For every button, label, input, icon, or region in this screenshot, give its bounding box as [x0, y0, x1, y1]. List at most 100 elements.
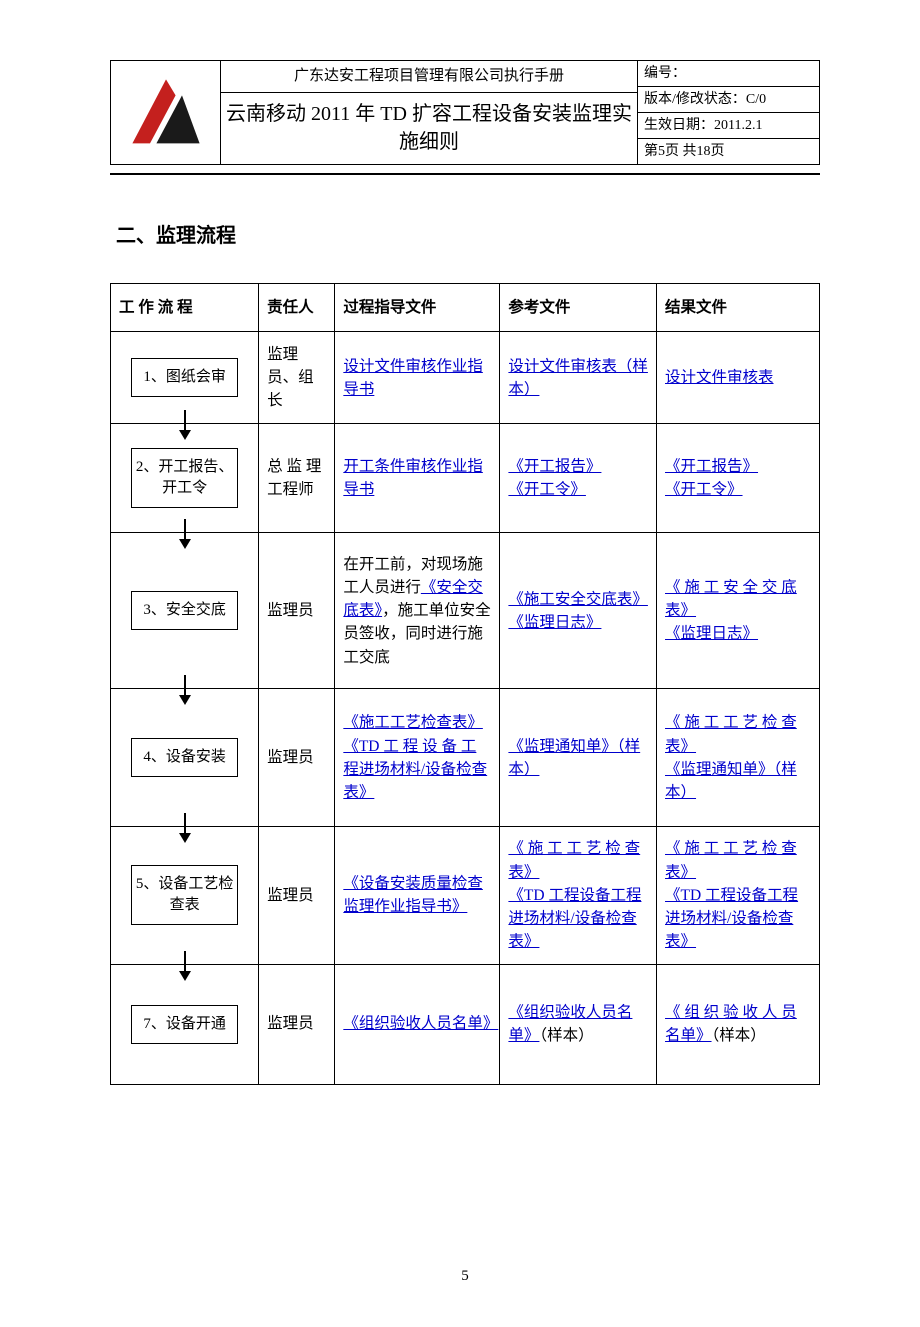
header-meta: 编号： 版本/修改状态：C/0 生效日期：2011.2.1 第 5 页 共 18…	[637, 61, 819, 164]
effective-value: 2011.2.1	[714, 115, 762, 136]
flow-step-box: 7、设备开通	[131, 1005, 238, 1044]
page-suffix: 页	[711, 141, 725, 162]
flow-arrow	[111, 675, 258, 705]
doc-link[interactable]: 《TD 工 程 设 备 工程进场材料/设备检查表》	[343, 738, 487, 802]
resp-cell: 总 监 理工程师	[259, 424, 335, 533]
ref-cell: 设计文件审核表（样本）	[500, 332, 657, 424]
flow-arrow	[111, 519, 258, 549]
ref-cell: 《组织验收人员名单》（样本）	[500, 964, 657, 1084]
guide-cell: 开工条件审核作业指导书	[335, 424, 500, 533]
guide-cell: 《组织验收人员名单》	[335, 964, 500, 1084]
doc-link[interactable]: 设计文件审核表	[665, 369, 774, 386]
doc-link[interactable]: 《 施 工 安 全 交 底表》	[665, 579, 797, 619]
table-row: 3、安全交底监理员在开工前，对现场施工人员进行《安全交底表》，施工单位安全员签收…	[111, 533, 820, 689]
doc-link[interactable]: 《TD 工程设备工程进场材料/设备检查表》	[508, 887, 641, 951]
page-mid: 页 共	[665, 141, 697, 162]
flow-step-box: 5、设备工艺检查表	[131, 865, 238, 925]
meta-effective: 生效日期：2011.2.1	[638, 113, 819, 139]
th-guide: 过程指导文件	[335, 284, 500, 332]
result-cell: 《 组 织 验 收 人 员名单》（样本）	[657, 964, 820, 1084]
doc-link[interactable]: 《监理通知单》（样本）	[665, 761, 797, 801]
doc-link[interactable]: 《TD 工程设备工程进场材料/设备检查表》	[665, 887, 798, 951]
doc-link[interactable]: 《 施 工 工 艺 检 查表》	[665, 714, 797, 754]
ref-cell: 《监理通知单》（样本）	[500, 689, 657, 827]
logo-icon	[126, 73, 206, 153]
flow-step-box: 4、设备安装	[131, 738, 238, 777]
page-prefix: 第	[644, 141, 658, 162]
effective-label: 生效日期：	[644, 115, 714, 136]
resp-cell: 监理员	[259, 689, 335, 827]
flow-step-box: 2、开工报告、开工令	[131, 448, 238, 508]
header-rule	[110, 173, 820, 175]
doc-link[interactable]: 设计文件审核表（样本）	[508, 358, 648, 398]
doc-link[interactable]: 《设备安装质量检查监理作业指导书》	[343, 875, 483, 915]
doc-link[interactable]: 设计文件审核作业指导书	[343, 358, 483, 398]
doc-link[interactable]: 《 施 工 工 艺 检 查表》	[508, 840, 640, 880]
ref-cell: 《开工报告》《开工令》	[500, 424, 657, 533]
doc-header: 广东达安工程项目管理有限公司执行手册 云南移动 2011 年 TD 扩容工程设备…	[110, 60, 820, 165]
table-row: 4、设备安装监理员《施工工艺检查表》《TD 工 程 设 备 工程进场材料/设备检…	[111, 689, 820, 827]
guide-cell: 设计文件审核作业指导书	[335, 332, 500, 424]
doc-link[interactable]: 《 施 工 工 艺 检 查表》	[665, 840, 797, 880]
ref-cell: 《施工安全交底表》《监理日志》	[500, 533, 657, 689]
page-current: 5	[658, 141, 665, 162]
version-label: 版本/修改状态：	[644, 89, 746, 110]
guide-cell: 在开工前，对现场施工人员进行《安全交底表》，施工单位安全员签收，同时进行施工交底	[335, 533, 500, 689]
ref-cell: 《 施 工 工 艺 检 查表》《TD 工程设备工程进场材料/设备检查表》	[500, 827, 657, 964]
result-cell: 《 施 工 工 艺 检 查表》《监理通知单》（样本）	[657, 689, 820, 827]
flow-step-box: 3、安全交底	[131, 591, 238, 630]
th-resp: 责任人	[259, 284, 335, 332]
doc-link[interactable]: 《监理日志》	[665, 625, 758, 642]
result-cell: 《开工报告》《开工令》	[657, 424, 820, 533]
doc-link[interactable]: 《开工报告》	[508, 458, 601, 475]
result-cell: 《 施 工 工 艺 检 查表》《TD 工程设备工程进场材料/设备检查表》	[657, 827, 820, 964]
meta-page: 第 5 页 共 18 页	[638, 139, 819, 164]
resp-cell: 监理员	[259, 964, 335, 1084]
footer-page-number: 5	[110, 1265, 820, 1288]
doc-title: 云南移动 2011 年 TD 扩容工程设备安装监理实施细则	[221, 93, 637, 165]
company-logo	[111, 61, 221, 164]
th-ref: 参考文件	[500, 284, 657, 332]
meta-version: 版本/修改状态：C/0	[638, 87, 819, 113]
resp-cell: 监理员、组长	[259, 332, 335, 424]
section-title: 二、监理流程	[116, 221, 820, 251]
doc-link[interactable]: 《施工安全交底表》	[508, 591, 648, 608]
doc-link[interactable]: 《组织验收人员名单》	[343, 1015, 498, 1032]
flow-cell: 4、设备安装	[111, 689, 259, 827]
process-table: 工 作 流 程 责任人 过程指导文件 参考文件 结果文件 1、图纸会审监理员、组…	[110, 283, 820, 1085]
resp-cell: 监理员	[259, 827, 335, 964]
docno-label: 编号：	[644, 63, 686, 84]
flow-cell: 2、开工报告、开工令	[111, 424, 259, 533]
flow-step-box: 1、图纸会审	[131, 358, 238, 397]
doc-link[interactable]: 《监理通知单》（样本）	[508, 738, 640, 778]
company-line: 广东达安工程项目管理有限公司执行手册	[221, 61, 637, 93]
doc-link[interactable]: 《监理日志》	[508, 614, 601, 631]
page-total: 18	[697, 141, 711, 162]
table-row: 5、设备工艺检查表监理员《设备安装质量检查监理作业指导书》《 施 工 工 艺 检…	[111, 827, 820, 964]
doc-link[interactable]: 《施工工艺检查表》	[343, 714, 483, 731]
meta-docno: 编号：	[638, 61, 819, 87]
doc-link[interactable]: 《开工报告》	[665, 458, 758, 475]
guide-cell: 《设备安装质量检查监理作业指导书》	[335, 827, 500, 964]
table-header-row: 工 作 流 程 责任人 过程指导文件 参考文件 结果文件	[111, 284, 820, 332]
table-row: 2、开工报告、开工令总 监 理工程师开工条件审核作业指导书《开工报告》《开工令》…	[111, 424, 820, 533]
th-flow: 工 作 流 程	[111, 284, 259, 332]
version-value: C/0	[746, 89, 766, 110]
header-center: 广东达安工程项目管理有限公司执行手册 云南移动 2011 年 TD 扩容工程设备…	[221, 61, 637, 164]
resp-cell: 监理员	[259, 533, 335, 689]
flow-arrow	[111, 813, 258, 843]
flow-cell: 7、设备开通	[111, 964, 259, 1084]
result-cell: 设计文件审核表	[657, 332, 820, 424]
doc-text: （样本）	[539, 1027, 593, 1044]
table-row: 7、设备开通监理员《组织验收人员名单》《组织验收人员名单》（样本）《 组 织 验…	[111, 964, 820, 1084]
th-result: 结果文件	[657, 284, 820, 332]
flow-arrow	[111, 951, 258, 981]
doc-link[interactable]: 《开工令》	[665, 481, 743, 498]
flow-arrow	[111, 410, 258, 440]
doc-link[interactable]: 《开工令》	[508, 481, 586, 498]
doc-text: （样本）	[712, 1027, 766, 1044]
guide-cell: 《施工工艺检查表》《TD 工 程 设 备 工程进场材料/设备检查表》	[335, 689, 500, 827]
flow-cell: 3、安全交底	[111, 533, 259, 689]
result-cell: 《 施 工 安 全 交 底表》《监理日志》	[657, 533, 820, 689]
doc-link[interactable]: 开工条件审核作业指导书	[343, 458, 483, 498]
